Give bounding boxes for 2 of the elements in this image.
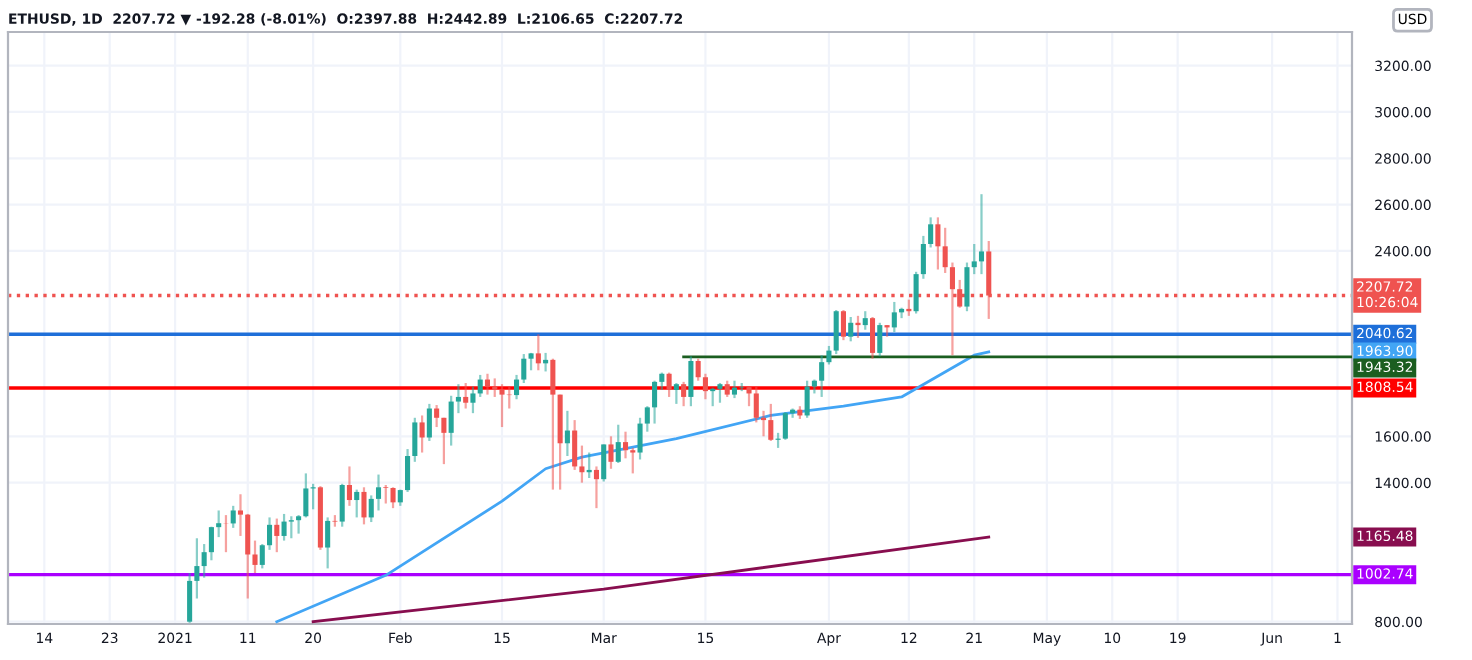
candlestick [601, 443, 607, 483]
line-series [275, 350, 991, 624]
